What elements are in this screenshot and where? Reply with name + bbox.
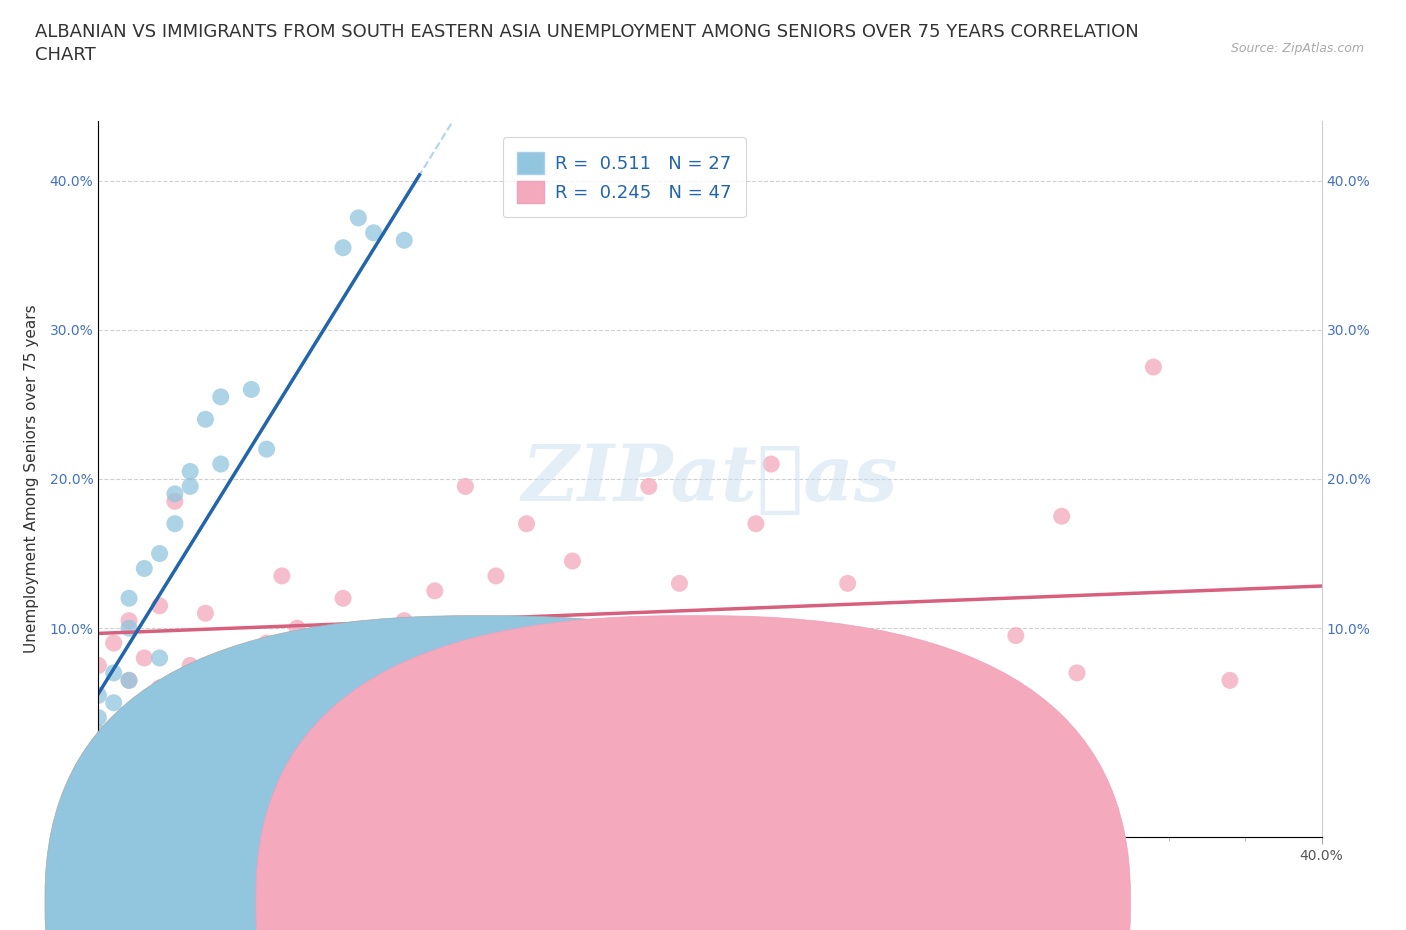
Point — [668, 576, 690, 591]
Text: ZIPatℓas: ZIPatℓas — [522, 441, 898, 517]
Point — [134, 561, 156, 576]
Point — [87, 711, 110, 725]
Text: CHART: CHART — [35, 46, 96, 64]
Point — [607, 620, 630, 635]
Point — [1004, 628, 1026, 643]
Point — [134, 651, 156, 666]
Point — [87, 725, 110, 740]
Point — [103, 696, 125, 711]
Point — [1142, 360, 1164, 375]
Point — [637, 479, 661, 494]
Point — [118, 673, 141, 688]
Point — [392, 232, 416, 247]
Point — [576, 643, 599, 658]
Point — [454, 479, 477, 494]
Point — [163, 486, 186, 501]
Point — [897, 681, 920, 696]
Point — [118, 620, 141, 635]
Point — [240, 382, 263, 397]
Point — [179, 464, 201, 479]
Point — [1219, 673, 1241, 688]
Point — [270, 568, 292, 583]
Point — [285, 620, 308, 635]
Point — [485, 568, 508, 583]
Text: Immigrants from South Eastern Asia: Immigrants from South Eastern Asia — [714, 896, 991, 910]
Point — [149, 598, 172, 613]
Point — [209, 390, 232, 405]
Point — [790, 635, 813, 650]
Point — [118, 613, 141, 628]
Point — [943, 681, 966, 696]
Point — [87, 688, 110, 703]
Point — [392, 613, 416, 628]
Point — [347, 210, 370, 225]
Point — [363, 225, 385, 240]
Point — [118, 591, 141, 605]
Point — [225, 673, 247, 688]
Point — [332, 240, 354, 255]
Point — [87, 658, 110, 673]
Point — [301, 681, 323, 696]
Point — [974, 711, 997, 725]
Point — [1050, 509, 1073, 524]
Y-axis label: Unemployment Among Seniors over 75 years: Unemployment Among Seniors over 75 years — [24, 305, 38, 653]
Point — [87, 800, 110, 815]
Point — [149, 546, 172, 561]
Point — [730, 651, 752, 666]
Point — [103, 635, 125, 650]
Point — [256, 635, 278, 650]
Text: Source: ZipAtlas.com: Source: ZipAtlas.com — [1230, 42, 1364, 55]
Point — [759, 457, 782, 472]
Point — [561, 553, 583, 568]
Point — [868, 643, 890, 658]
Point — [516, 516, 538, 531]
Point — [332, 591, 354, 605]
Point — [501, 658, 523, 673]
Point — [912, 651, 935, 666]
Point — [837, 576, 859, 591]
Text: ALBANIAN VS IMMIGRANTS FROM SOUTH EASTERN ASIA UNEMPLOYMENT AMONG SENIORS OVER 7: ALBANIAN VS IMMIGRANTS FROM SOUTH EASTER… — [35, 23, 1139, 41]
Point — [209, 696, 232, 711]
Point — [209, 457, 232, 472]
Point — [179, 658, 201, 673]
Point — [363, 635, 385, 650]
Point — [118, 673, 141, 688]
Point — [699, 643, 721, 658]
Legend: R =  0.511   N = 27, R =  0.245   N = 47: R = 0.511 N = 27, R = 0.245 N = 47 — [503, 137, 747, 218]
Point — [256, 442, 278, 457]
Point — [163, 516, 186, 531]
Point — [301, 658, 323, 673]
Point — [163, 494, 186, 509]
Point — [179, 479, 201, 494]
Point — [194, 605, 217, 620]
Point — [149, 651, 172, 666]
Point — [87, 785, 110, 800]
Text: Albanians: Albanians — [503, 896, 578, 910]
Point — [240, 643, 263, 658]
Point — [194, 412, 217, 427]
Point — [408, 666, 430, 681]
Point — [149, 681, 172, 696]
Point — [1066, 666, 1088, 681]
Point — [745, 516, 768, 531]
Point — [423, 583, 446, 598]
Point — [103, 666, 125, 681]
